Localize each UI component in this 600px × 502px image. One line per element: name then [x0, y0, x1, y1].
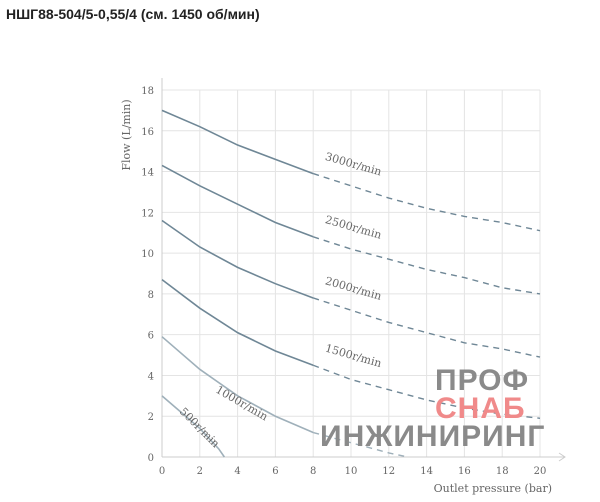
- x-tick-label: 8: [310, 466, 316, 477]
- series-line-solid: [161, 164, 314, 238]
- x-tick-label: 20: [534, 466, 547, 477]
- y-tick-label: 4: [148, 371, 154, 382]
- series-line-solid: [161, 219, 314, 299]
- page-title: НШГ88-504/5-0,55/4 (см. 1450 об/мин): [6, 6, 260, 22]
- series-label: 3000r/min: [324, 150, 383, 178]
- y-axis-label: Flow (L/min): [120, 99, 133, 170]
- y-tick-label: 10: [141, 249, 154, 260]
- x-tick-label: 18: [496, 466, 509, 477]
- y-tick-label: 8: [148, 290, 154, 301]
- series-label: 1000r/min: [213, 383, 270, 423]
- x-axis-label: Outlet pressure (bar): [434, 482, 552, 495]
- watermark-line: ИНЖИНИРИНГ: [320, 420, 546, 453]
- series-label: 2500r/min: [324, 213, 383, 241]
- series-line-solid: [161, 395, 226, 458]
- y-tick-label: 18: [141, 86, 154, 97]
- series-line-dashed: [313, 431, 408, 458]
- y-tick-label: 16: [141, 127, 154, 138]
- y-tick-label: 12: [141, 208, 154, 219]
- x-tick-label: 10: [345, 466, 358, 477]
- x-tick-label: 0: [159, 466, 165, 477]
- x-tick-label: 2: [197, 466, 203, 477]
- series-label: 2000r/min: [324, 274, 383, 302]
- x-tick-label: 12: [382, 466, 395, 477]
- series-line-solid: [161, 109, 314, 175]
- watermark-line: ПРОФ: [435, 364, 530, 397]
- series-line-solid: [161, 336, 314, 434]
- series-label: 1500r/min: [324, 342, 383, 370]
- y-tick-label: 0: [148, 453, 154, 464]
- x-axis-arrow: [558, 452, 566, 462]
- watermark-logo: ПРОФ СНАБ ИНЖИНИРИНГ: [320, 364, 546, 453]
- y-tick-label: 14: [141, 168, 154, 179]
- x-tick-label: 6: [272, 466, 278, 477]
- x-tick-label: 14: [420, 466, 433, 477]
- x-tick-label: 16: [458, 466, 471, 477]
- watermark-line: СНАБ: [435, 392, 526, 425]
- y-tick-label: 2: [148, 412, 154, 423]
- series-line-solid: [161, 278, 314, 366]
- x-tick-label: 4: [234, 466, 240, 477]
- y-tick-label: 6: [148, 331, 154, 342]
